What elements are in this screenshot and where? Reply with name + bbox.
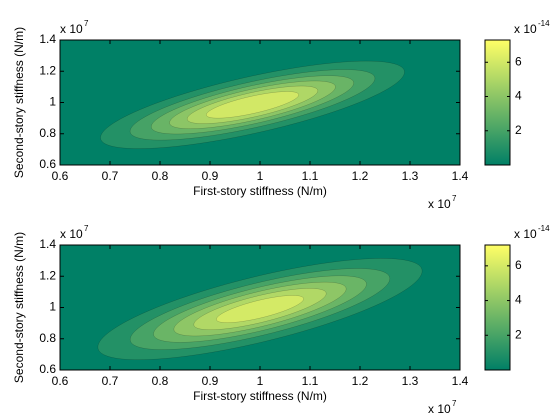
colorbar xyxy=(484,244,511,371)
x-tick-label: 0.9 xyxy=(202,169,219,183)
x-axis-label: First-story stiffness (N/m) xyxy=(193,389,327,403)
plot-area xyxy=(60,40,460,165)
multiplier-power: 7 xyxy=(84,224,89,233)
multiplier: x 10 xyxy=(514,227,537,241)
x-tick-label: 1.4 xyxy=(452,169,469,183)
multiplier: x 10 xyxy=(60,227,83,241)
x-tick-label: 1 xyxy=(257,374,264,388)
y-tick-label: 0.6 xyxy=(39,362,56,376)
y-axis-label: Second-story stiffness (N/m) xyxy=(12,27,26,178)
colorbar-tick-label: 6 xyxy=(515,54,522,68)
y-tick-label: 1 xyxy=(49,95,56,109)
x-tick-label: 1.3 xyxy=(402,374,419,388)
x-tick-label: 0.7 xyxy=(102,169,119,183)
multiplier: x 10 xyxy=(428,402,451,414)
colorbar-tick-label: 4 xyxy=(515,89,522,103)
y-tick-label: 1.2 xyxy=(39,268,56,282)
x-tick-label: 1.2 xyxy=(352,374,369,388)
colorbar-tick-label: 4 xyxy=(515,293,522,307)
y-tick-label: 0.8 xyxy=(39,331,56,345)
y-tick-label: 1.4 xyxy=(39,237,56,251)
x-tick-label: 1.4 xyxy=(452,374,469,388)
x-axis-label: First-story stiffness (N/m) xyxy=(193,184,327,198)
y-tick-label: 1.2 xyxy=(39,63,56,77)
multiplier-power: 7 xyxy=(84,19,89,28)
y-tick-label: 0.8 xyxy=(39,126,56,140)
x-tick-label: 1 xyxy=(257,169,264,183)
plot-area xyxy=(60,245,460,370)
multiplier: x 10 xyxy=(60,22,83,36)
x-tick-label: 1.1 xyxy=(302,374,319,388)
multiplier-power: 7 xyxy=(452,194,457,203)
multiplier: x 10 xyxy=(428,197,451,211)
multiplier: x 10 xyxy=(514,22,537,36)
colorbar-tick-label: 2 xyxy=(515,123,522,137)
colorbar-tick-label: 2 xyxy=(515,327,522,341)
x-tick-label: 1.3 xyxy=(402,169,419,183)
x-tick-label: 1.2 xyxy=(352,169,369,183)
x-tick-label: 0.9 xyxy=(202,374,219,388)
x-tick-label: 0.6 xyxy=(52,169,69,183)
colorbar-tick-label: 6 xyxy=(515,258,522,272)
multiplier-power: -14 xyxy=(538,224,550,233)
x-tick-label: 0.7 xyxy=(102,374,119,388)
contour-band xyxy=(206,91,299,119)
y-tick-label: 1 xyxy=(49,300,56,314)
colorbar xyxy=(484,39,511,166)
x-tick-label: 0.8 xyxy=(152,374,169,388)
multiplier-power: -14 xyxy=(538,19,550,28)
y-axis-label: Second-story stiffness (N/m) xyxy=(12,232,26,383)
contour-band xyxy=(216,295,304,323)
x-tick-label: 0.8 xyxy=(152,169,169,183)
multiplier-power: 7 xyxy=(452,399,457,408)
x-tick-label: 1.1 xyxy=(302,169,319,183)
y-tick-label: 0.6 xyxy=(39,157,56,171)
x-tick-label: 0.6 xyxy=(52,374,69,388)
y-tick-label: 1.4 xyxy=(39,32,56,46)
